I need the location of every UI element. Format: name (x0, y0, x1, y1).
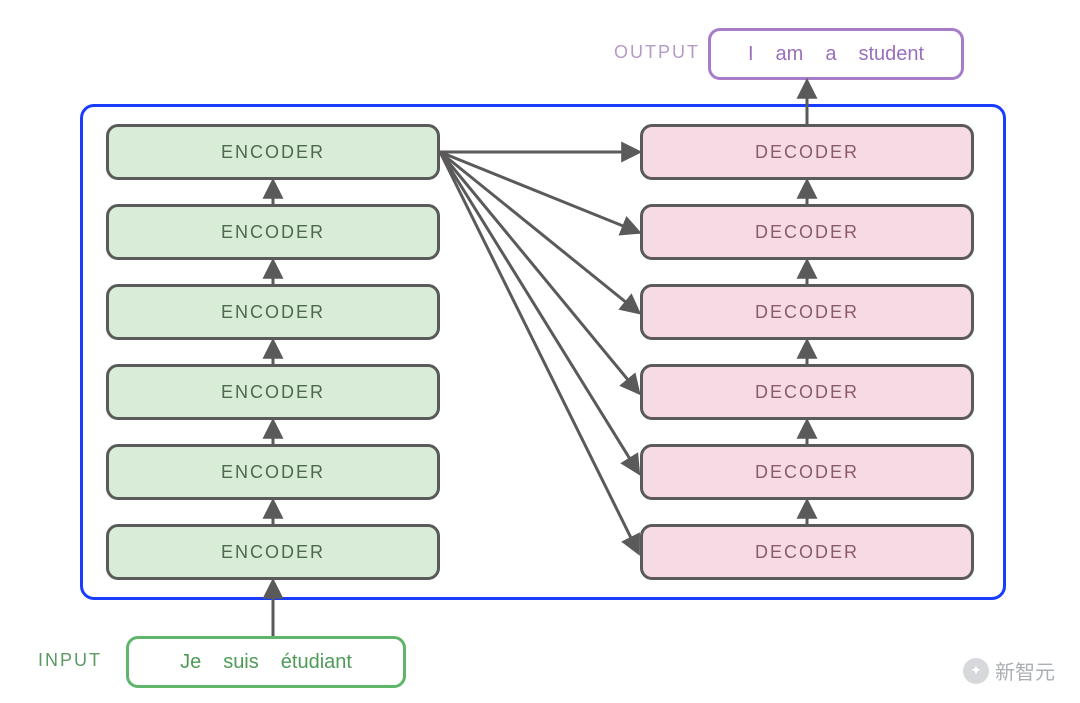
decoder-label: DECODER (755, 542, 859, 563)
output-box-token-3: student (858, 43, 924, 66)
encoder-label: ENCODER (221, 462, 325, 483)
decoder-block-1: DECODER (640, 204, 974, 260)
input-box: Jesuis étudiant (126, 636, 406, 688)
input-box-token-1: suis (223, 651, 259, 674)
input-label: INPUT (38, 650, 102, 671)
encoder-block-4: ENCODER (106, 444, 440, 500)
encoder-label: ENCODER (221, 142, 325, 163)
encoder-label: ENCODER (221, 542, 325, 563)
watermark: ✦ 新智元 (963, 656, 1055, 685)
output-box: Iama student (708, 28, 964, 80)
encoder-block-0: ENCODER (106, 124, 440, 180)
output-label: OUTPUT (614, 42, 700, 63)
watermark-text: 新智元 (995, 656, 1055, 685)
encoder-block-5: ENCODER (106, 524, 440, 580)
decoder-block-2: DECODER (640, 284, 974, 340)
output-box-token-1: am (776, 43, 804, 66)
input-box-token-2: étudiant (281, 651, 352, 674)
encoder-block-1: ENCODER (106, 204, 440, 260)
encoder-block-2: ENCODER (106, 284, 440, 340)
decoder-block-4: DECODER (640, 444, 974, 500)
decoder-block-3: DECODER (640, 364, 974, 420)
decoder-block-5: DECODER (640, 524, 974, 580)
encoder-label: ENCODER (221, 382, 325, 403)
output-box-token-2: a (825, 43, 836, 66)
wechat-icon: ✦ (963, 658, 989, 684)
decoder-label: DECODER (755, 222, 859, 243)
input-box-token-0: Je (180, 651, 201, 674)
encoder-label: ENCODER (221, 302, 325, 323)
decoder-label: DECODER (755, 142, 859, 163)
output-box-token-0: I (748, 43, 754, 66)
decoder-label: DECODER (755, 382, 859, 403)
decoder-label: DECODER (755, 462, 859, 483)
decoder-block-0: DECODER (640, 124, 974, 180)
encoder-label: ENCODER (221, 222, 325, 243)
encoder-block-3: ENCODER (106, 364, 440, 420)
decoder-label: DECODER (755, 302, 859, 323)
